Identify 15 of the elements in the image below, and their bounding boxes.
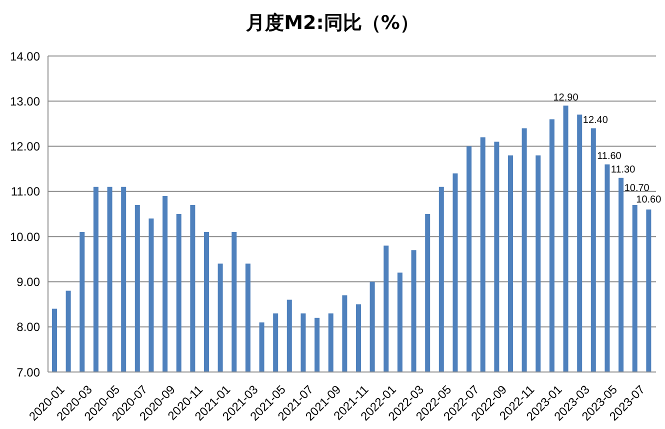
- y-tick-label: 7.00: [16, 365, 40, 380]
- chart-title: 月度M2:同比（%）: [245, 11, 420, 36]
- y-tick-label: 10.00: [10, 230, 40, 244]
- y-tick-label: 8.00: [16, 320, 40, 334]
- data-label: 10.70: [624, 182, 650, 194]
- data-label: 12.90: [553, 92, 579, 104]
- y-tick-label: 11.00: [10, 184, 40, 199]
- y-tick-label: 9.00: [16, 274, 40, 289]
- data-label: 12.40: [582, 115, 608, 126]
- data-label: 11.60: [597, 151, 622, 162]
- y-tick-label: 13.00: [10, 94, 40, 108]
- y-tick-label: 14.00: [10, 49, 40, 64]
- data-label: 10.60: [636, 194, 662, 206]
- y-tick-label: 12.00: [10, 140, 40, 154]
- data-label: 11.30: [610, 164, 636, 176]
